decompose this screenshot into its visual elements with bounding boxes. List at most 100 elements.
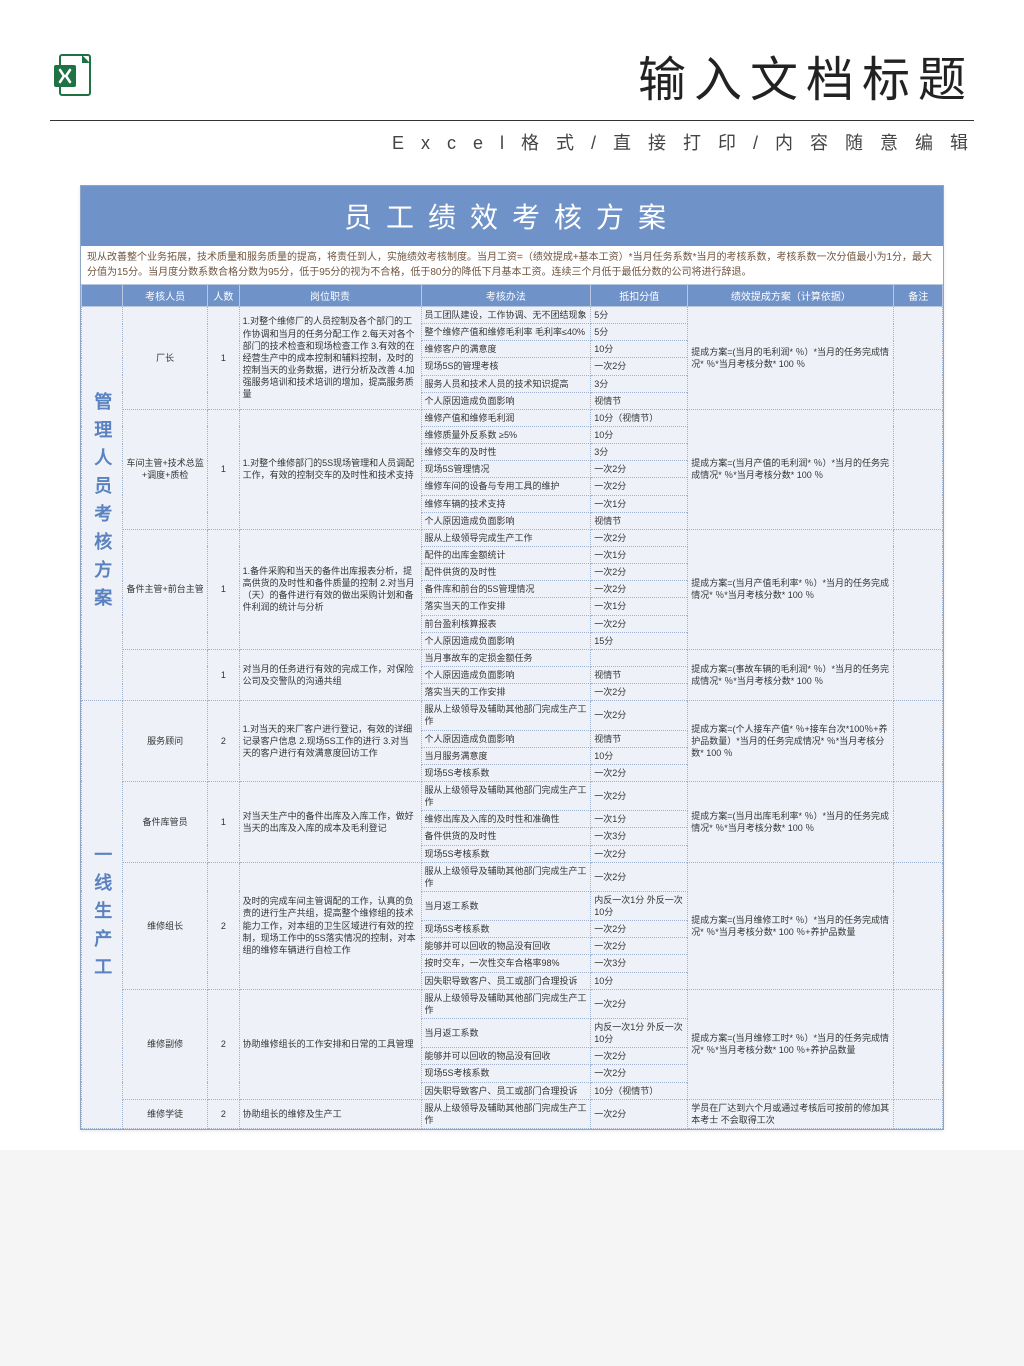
count-cell: 1 bbox=[208, 409, 240, 529]
criteria-cell: 能够并可以回收的物品没有回收 bbox=[421, 938, 591, 955]
document-banner: 员工绩效考核方案 bbox=[81, 186, 943, 246]
points-cell: 一次1分 bbox=[591, 495, 688, 512]
criteria-cell: 服务人员和技术人员的技术知识提高 bbox=[421, 375, 591, 392]
criteria-cell: 按时交车，一次性交车合格率98% bbox=[421, 955, 591, 972]
criteria-cell: 维修车间的设备与专用工具的维护 bbox=[421, 478, 591, 495]
count-cell: 1 bbox=[208, 781, 240, 862]
criteria-cell: 能够并可以回收的物品没有回收 bbox=[421, 1048, 591, 1065]
plan-cell: 提成方案=(当月出库毛利率* ％）*当月的任务完成情况* ％*当月考核分数* 1… bbox=[688, 781, 894, 862]
role-cell bbox=[123, 649, 208, 700]
criteria-cell: 因失职导致客户、员工或部门合理投诉 bbox=[421, 1082, 591, 1099]
plan-cell: 学员在厂达到六个月或通过考核后可按前的修加其本考士 不会取得工次 bbox=[688, 1099, 894, 1128]
criteria-cell: 维修质量外反系数 ≥5% bbox=[421, 426, 591, 443]
role-cell: 维修副修 bbox=[123, 989, 208, 1099]
plan-cell: 提成方案=(个人接车产值* ％+接车台次*100％+养护品数量）*当月的任务完成… bbox=[688, 701, 894, 782]
points-cell: 一次2分 bbox=[591, 1048, 688, 1065]
points-cell: 一次2分 bbox=[591, 529, 688, 546]
criteria-cell: 当月服务满意度 bbox=[421, 747, 591, 764]
criteria-cell: 整个维修产值和维修毛利率 毛利率≤40% bbox=[421, 324, 591, 341]
note-cell bbox=[894, 701, 943, 782]
plan-cell: 提成方案=(当月产值毛利率* ％）*当月的任务完成情况* ％*当月考核分数* 1… bbox=[688, 529, 894, 649]
points-cell: 3分 bbox=[591, 444, 688, 461]
criteria-cell: 配件的出库金额统计 bbox=[421, 546, 591, 563]
plan-cell: 提成方案=(事故车辆的毛利润* ％）*当月的任务完成情况* ％*当月考核分数* … bbox=[688, 649, 894, 700]
points-cell: 视情节 bbox=[591, 730, 688, 747]
table-row: 维修副修2协助维修组长的工作安排和日常的工具管理服从上级领导及辅助其他部门完成生… bbox=[82, 989, 943, 1018]
role-cell: 维修学徒 bbox=[123, 1099, 208, 1128]
criteria-cell: 服从上级领导及辅助其他部门完成生产工作 bbox=[421, 862, 591, 891]
points-cell: 一次2分 bbox=[591, 764, 688, 781]
criteria-cell: 备件库和前台的5S管理情况 bbox=[421, 581, 591, 598]
responsibility-cell: 1.对当天的来厂客户进行登记，有效的详细记录客户信息 2.现场5S工作的进行 3… bbox=[239, 701, 421, 782]
criteria-cell: 维修产值和维修毛利润 bbox=[421, 409, 591, 426]
column-header: 考核办法 bbox=[421, 285, 591, 307]
points-cell: 一次2分 bbox=[591, 701, 688, 730]
criteria-cell: 现场5S的管理考核 bbox=[421, 358, 591, 375]
note-cell bbox=[894, 989, 943, 1099]
criteria-cell: 维修车辆的技术支持 bbox=[421, 495, 591, 512]
plan-cell: 提成方案=(当月产值的毛利润* ％）*当月的任务完成情况* ％*当月考核分数* … bbox=[688, 409, 894, 529]
points-cell: 视情节 bbox=[591, 512, 688, 529]
criteria-cell: 维修客户的满意度 bbox=[421, 341, 591, 358]
criteria-cell: 个人原因造成负面影响 bbox=[421, 632, 591, 649]
points-cell: 10分 bbox=[591, 341, 688, 358]
table-row: 维修学徒2协助组长的维修及生产工服从上级领导及辅助其他部门完成生产工作一次2分学… bbox=[82, 1099, 943, 1128]
column-header: 人数 bbox=[208, 285, 240, 307]
points-cell: 一次2分 bbox=[591, 684, 688, 701]
criteria-cell: 落实当天的工作安排 bbox=[421, 598, 591, 615]
responsibility-cell: 对当天生产中的备件出库及入库工作，做好当天的出库及入库的成本及毛利登记 bbox=[239, 781, 421, 862]
criteria-cell: 当月返工系数 bbox=[421, 891, 591, 920]
note-cell bbox=[894, 1099, 943, 1128]
count-cell: 1 bbox=[208, 529, 240, 649]
table-row: 维修组长2及时的完成车间主管调配的工作，认真的负责的进行生产共组，提高整个维修组… bbox=[82, 862, 943, 891]
role-cell: 服务顾问 bbox=[123, 701, 208, 782]
document-intro: 现从改善整个业务拓展，技术质量和服务质量的提高，将责任到人，实施绩效考核制度。当… bbox=[81, 246, 943, 284]
count-cell: 2 bbox=[208, 862, 240, 989]
criteria-cell: 配件供货的及时性 bbox=[421, 564, 591, 581]
criteria-cell: 当月返工系数 bbox=[421, 1019, 591, 1048]
table-row: 管理人员考核方案厂长11.对整个维修厂的人员控制及各个部门的工作协调和当月的任务… bbox=[82, 307, 943, 324]
role-cell: 车间主管+技术总监+调度+质检 bbox=[123, 409, 208, 529]
responsibility-cell: 1.对整个维修厂的人员控制及各个部门的工作协调和当月的任务分配工作 2.每天对各… bbox=[239, 307, 421, 410]
points-cell: 10分 bbox=[591, 747, 688, 764]
criteria-cell: 当月事故车的定损金额任务 bbox=[421, 649, 591, 666]
column-header: 岗位职责 bbox=[239, 285, 421, 307]
criteria-cell: 现场5S考核系数 bbox=[421, 1065, 591, 1082]
points-cell: 5分 bbox=[591, 307, 688, 324]
excel-file-icon bbox=[50, 51, 98, 99]
points-cell: 15分 bbox=[591, 632, 688, 649]
note-cell bbox=[894, 307, 943, 410]
points-cell: 视情节 bbox=[591, 666, 688, 683]
points-cell: 一次1分 bbox=[591, 546, 688, 563]
points-cell: 10分 bbox=[591, 972, 688, 989]
points-cell: 一次2分 bbox=[591, 564, 688, 581]
criteria-cell: 个人原因造成负面影响 bbox=[421, 730, 591, 747]
criteria-cell: 维修交车的及时性 bbox=[421, 444, 591, 461]
count-cell: 1 bbox=[208, 649, 240, 700]
points-cell: 一次2分 bbox=[591, 615, 688, 632]
column-header: 抵扣分值 bbox=[591, 285, 688, 307]
points-cell: 10分（视情节） bbox=[591, 1082, 688, 1099]
criteria-cell: 落实当天的工作安排 bbox=[421, 684, 591, 701]
table-row: 备件库管员1对当天生产中的备件出库及入库工作，做好当天的出库及入库的成本及毛利登… bbox=[82, 781, 943, 810]
criteria-cell: 服从上级领导及辅助其他部门完成生产工作 bbox=[421, 781, 591, 810]
points-cell: 一次1分 bbox=[591, 598, 688, 615]
responsibility-cell: 协助维修组长的工作安排和日常的工具管理 bbox=[239, 989, 421, 1099]
count-cell: 1 bbox=[208, 307, 240, 410]
responsibility-cell: 及时的完成车间主管调配的工作，认真的负责的进行生产共组，提高整个维修组的技术能力… bbox=[239, 862, 421, 989]
role-cell: 维修组长 bbox=[123, 862, 208, 989]
note-cell bbox=[894, 649, 943, 700]
points-cell: 10分 bbox=[591, 426, 688, 443]
note-cell bbox=[894, 781, 943, 862]
responsibility-cell: 对当月的任务进行有效的完成工作，对保险公司及交警队的沟通共组 bbox=[239, 649, 421, 700]
role-cell: 备件库管员 bbox=[123, 781, 208, 862]
points-cell: 一次2分 bbox=[591, 921, 688, 938]
points-cell: 一次2分 bbox=[591, 1065, 688, 1082]
criteria-cell: 前台盈利核算报表 bbox=[421, 615, 591, 632]
criteria-cell: 个人原因造成负面影响 bbox=[421, 666, 591, 683]
points-cell: 内反一次1分 外反一次10分 bbox=[591, 891, 688, 920]
section-label: 一线生产工 bbox=[82, 701, 123, 1129]
points-cell: 一次2分 bbox=[591, 781, 688, 810]
criteria-cell: 个人原因造成负面影响 bbox=[421, 512, 591, 529]
header-row: 输入文档标题 bbox=[50, 40, 974, 121]
